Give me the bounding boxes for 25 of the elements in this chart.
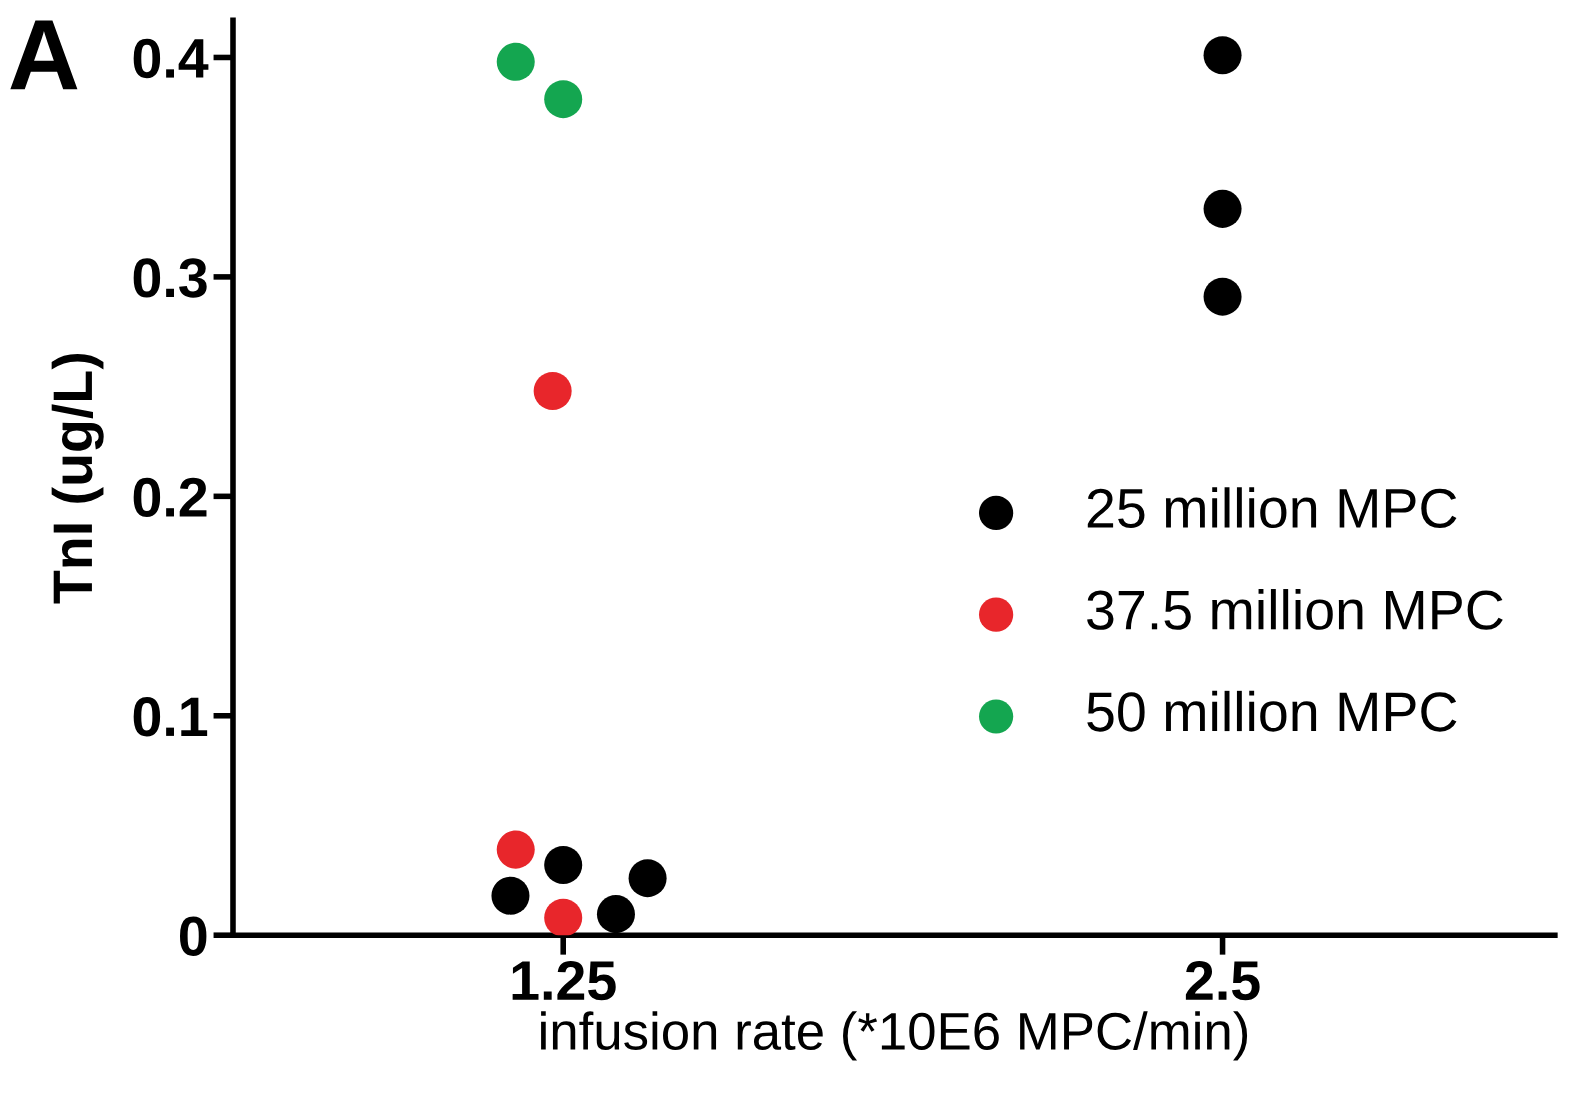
point <box>544 80 583 119</box>
x-tick-label: 1.25 <box>512 960 616 1001</box>
y-tick-label: 0 <box>179 916 207 956</box>
legend-label: 37.5 million MPC <box>1087 589 1503 630</box>
legend-label: 50 million MPC <box>1087 690 1457 732</box>
point <box>496 42 535 81</box>
y-tick-label: 0.2 <box>133 477 207 518</box>
point <box>544 845 583 884</box>
point <box>1203 189 1242 228</box>
legend-label: 25 million MPC <box>1087 487 1457 529</box>
point <box>1203 277 1242 316</box>
x-axis-title: infusion rate (*10E6 MPC/min) <box>541 1011 1248 1061</box>
y-tick-label: 0.3 <box>133 258 207 298</box>
point <box>628 859 667 898</box>
y-tick-label: 0.4 <box>133 38 209 79</box>
text: A <box>10 20 78 90</box>
point <box>1203 36 1242 75</box>
point <box>491 876 530 915</box>
x-tick-label: 2.5 <box>1185 960 1260 1001</box>
point <box>544 898 583 936</box>
point <box>496 830 535 869</box>
point <box>533 371 572 411</box>
y-tick-label: 0.1 <box>133 697 208 737</box>
point <box>596 895 635 934</box>
y-axis-title: TnI (ug/L) <box>51 353 104 604</box>
